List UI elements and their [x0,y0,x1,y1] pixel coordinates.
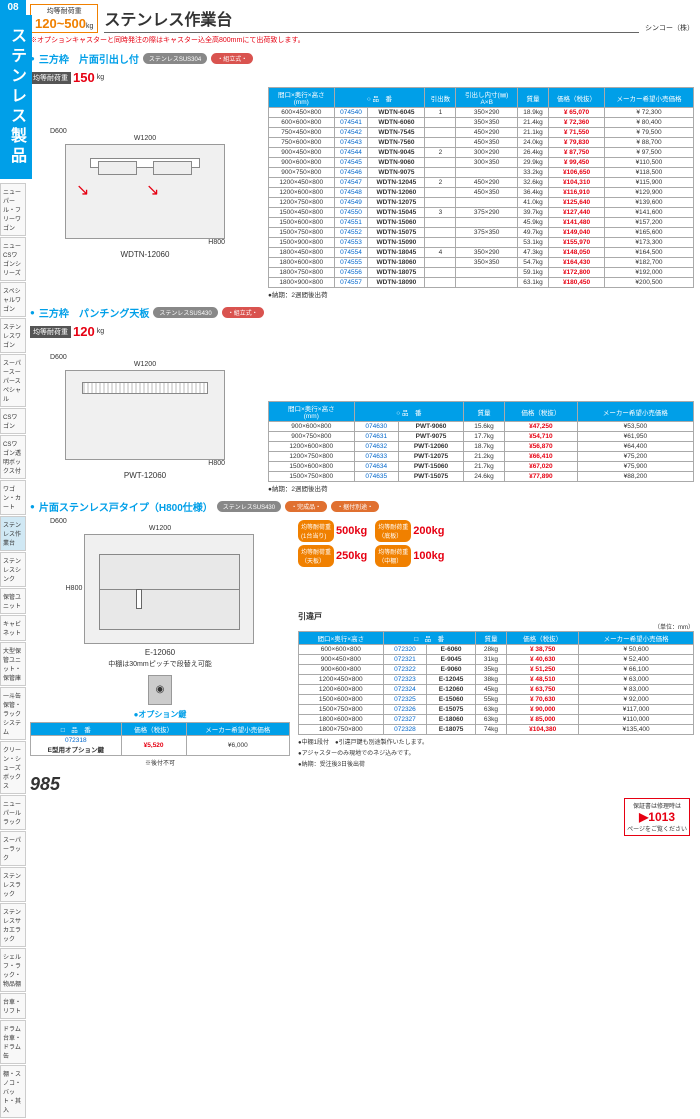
diagram3: D600 W1200 H800 E-12060 中棚は30mmピッチで段替え可能… [30,516,290,768]
nav-item[interactable]: 大型保管ユニット・保管庫 [0,642,26,686]
page-number: 985 [30,774,694,795]
sep-pill: ・据付別途・ [331,501,379,512]
spec-table-2: 間口×奥行×高さ(mm)○ 品 番質量価格（税抜）メーカー希望小売価格900×6… [268,401,694,482]
load-value: 120~500 [35,16,86,31]
nav-item[interactable]: スーパースーパースペシャル [0,354,26,407]
delivery-note: ●納期：2週間後出荷 [268,483,694,493]
section1-header: ● 三方枠 片面引出し付 ステンレスSUS304 ・組立式・ [30,51,694,66]
nav-item[interactable]: スーパーラック [0,831,26,866]
load-label: 均等耐荷重 [35,6,93,16]
nav-item[interactable]: ニューCSワゴンシリーズ [0,237,26,281]
side-column: 08 ステンレス製品 ニューパール・フリーワゴンニューCSワゴンシリーズスペシャ… [0,0,26,1119]
page-title: ステンレス作業台 [104,6,639,33]
load-unit: kg [86,23,93,30]
nav-item[interactable]: シェルフ・ラック・物品棚 [0,948,26,992]
side-nav: ニューパール・フリーワゴンニューCSワゴンシリーズスペシャルワゴンステンレスワゴ… [0,183,26,1118]
section1-load: 均等耐荷重150kg [30,70,104,85]
nav-item[interactable]: ステンレスワゴン [0,318,26,353]
section3-header: ● 片面ステンレス戸タイプ（H800仕様） ステンレスSUS430 ・完成品・ … [30,499,694,514]
diagram2: D600 W1200 H800 PWT-12060 [30,341,260,493]
page-header: 均等耐荷重 120~500kg ステンレス作業台 シンコー（株） [30,4,694,33]
diagram1: D600 W1200 ↘ ↘ H800 WDTN-12060 [30,87,260,299]
spec-table-3: 間口×奥行×高さ□ 品 番質量価格（税抜）メーカー希望小売価格600×600×8… [298,631,694,735]
type-pill: ・組立式・ [222,307,264,318]
nav-item[interactable]: ステンレスシンク [0,552,26,587]
table1-wrap: 間口×奥行×高さ(mm)○ 品 番引出数引出し内寸(㎜)A×B質量価格（税抜）メ… [268,87,694,299]
nav-item[interactable]: 棚・スノコ・バット・其入 [0,1065,26,1118]
nav-item[interactable]: CSワゴン [0,408,26,434]
warning-note: ※オプションキャスターと同時発注の際はキャスター込全高800mmにて出荷致します… [30,35,694,45]
material-pill: ステンレスSUS304 [143,53,207,64]
delivery-note: ●納期：2週間後出荷 [268,289,694,299]
option-header: ●オプション鍵 [134,709,187,720]
nav-item[interactable]: ステンレスラック [0,867,26,902]
section3-name: 片面ステンレス戸タイプ（H800仕様） [39,499,213,514]
nav-item[interactable]: ドラム台車・ドラム缶 [0,1020,26,1064]
nav-item[interactable]: ステンレス作業台 [0,516,26,551]
nav-item[interactable]: 保管ユニット [0,588,26,614]
warranty-box: 保証書は修理時は ▶1013 ページをご覧ください [624,798,690,836]
section2-load: 均等耐荷重120kg [30,324,104,339]
load-capacity-box: 均等耐荷重 120~500kg [30,4,98,33]
type-pill: ・完成品・ [285,501,327,512]
load-grid: 均等耐荷重(1台当り)500kg均等耐荷重（底板）200kg均等耐荷重（天板）2… [298,520,694,567]
nav-item[interactable]: 一斗缶保管・ラックシステム [0,687,26,740]
nav-item[interactable]: クリーン・シューズボックス [0,741,26,794]
table3-subtitle: 引違戸 [298,611,694,622]
material-pill: ステンレスSUS430 [153,307,217,318]
nav-item[interactable]: ステンレスサカエラック [0,903,26,947]
section1-name: 三方枠 片面引出し付 [39,51,139,66]
type-pill: ・組立式・ [211,53,253,64]
category-name: ステンレス製品 [0,15,32,179]
nav-item[interactable]: ワゴン・カート [0,480,26,515]
option-table: □ 品 番価格（税抜）メーカー希望小売価格072318E型用オプション鍵¥5,5… [30,722,290,756]
material-pill: ステンレスSUS430 [217,501,281,512]
nav-item[interactable]: ニューパール・フリーワゴン [0,183,26,236]
spec-table-1: 間口×奥行×高さ(mm)○ 品 番引出数引出し内寸(㎜)A×B質量価格（税抜）メ… [268,87,694,288]
nav-item[interactable]: ニューパールラック [0,795,26,830]
section2-header: ● 三方枠 パンチング天板 ステンレスSUS430 ・組立式・ [30,305,694,320]
nav-item[interactable]: CSワゴン透明ボックス付 [0,435,26,479]
maker-name: シンコー（株） [645,23,694,33]
section3-notes: ●中棚1段付 ●引違戸鍵も別途製作いたします。●アジャスターのみ現地でのネジ込み… [298,737,694,768]
nav-item[interactable]: キャビネット [0,615,26,641]
nav-item[interactable]: スペシャルワゴン [0,282,26,317]
nav-item[interactable]: 台車・リフト [0,993,26,1019]
section2-name: 三方枠 パンチング天板 [39,305,150,320]
category-number: 08 [0,0,26,15]
